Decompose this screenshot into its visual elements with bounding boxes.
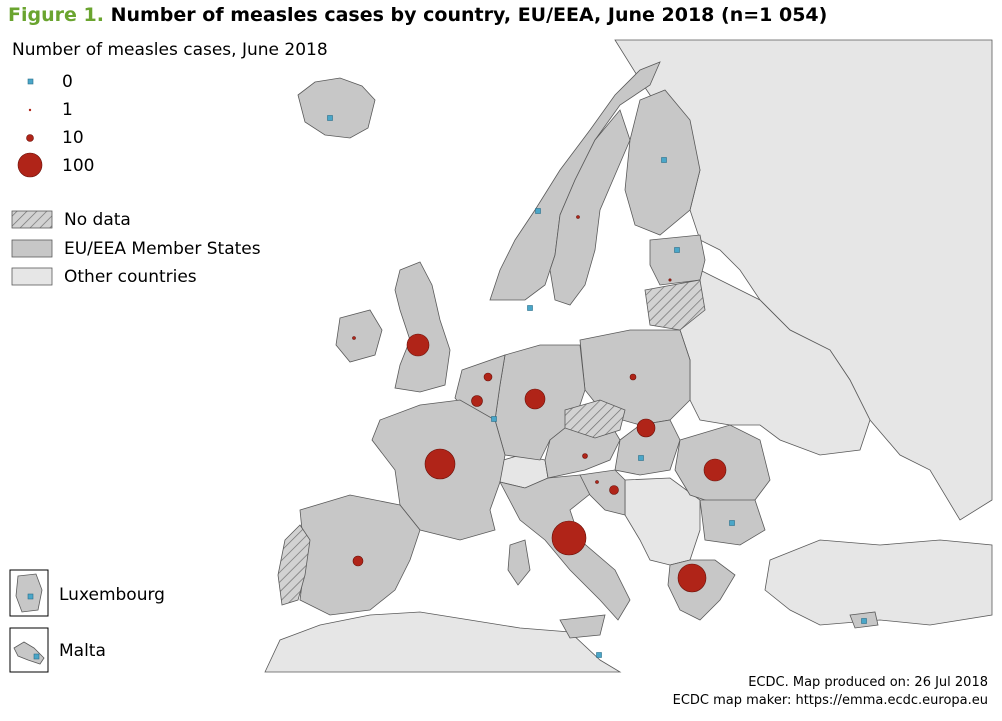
marker-latvia (668, 278, 672, 282)
country-lithuania-nodata (644, 279, 706, 331)
country-ireland (335, 309, 383, 363)
luxembourg-shape (15, 573, 43, 613)
country-croatia-slovenia (579, 469, 626, 516)
case-markers (327, 115, 867, 658)
marker-croatia (609, 485, 619, 495)
marker-italy (551, 520, 587, 556)
marker-slovenia (595, 480, 599, 484)
legend-title: Number of measles cases, June 2018 (12, 40, 328, 60)
marker-malta (596, 652, 602, 658)
marker-hungary (638, 455, 644, 461)
credit-map-maker: ECDC map maker: https://emma.ecdc.europa… (672, 693, 988, 708)
legend-eu-label: EU/EEA Member States (64, 239, 261, 259)
figure-title: Figure 1. Number of measles cases by cou… (8, 4, 827, 26)
marker-romania (703, 458, 727, 482)
marker-netherlands (483, 372, 493, 382)
marker-slovakia (636, 418, 656, 438)
luxembourg-zero-marker (27, 593, 34, 600)
marker-germany (524, 388, 546, 410)
marker-ireland (352, 336, 356, 340)
marker-luxembourg (491, 416, 497, 422)
marker-poland (629, 373, 637, 381)
credit-produced: ECDC. Map produced on: 26 Jul 2018 (748, 675, 988, 690)
legend-no-data-swatch (11, 210, 53, 229)
region-north-africa (264, 611, 622, 673)
legend-other-swatch (11, 267, 53, 286)
marker-greece (677, 563, 707, 593)
marker-iceland (327, 115, 333, 121)
country-sweden (549, 109, 631, 306)
legend-eu-swatch (11, 239, 53, 258)
country-baltics (649, 234, 706, 286)
legend-ten-symbol (26, 134, 34, 142)
marker-estonia (674, 247, 680, 253)
country-uk (394, 261, 451, 393)
marker-finland (661, 157, 667, 163)
legend-other-label: Other countries (64, 267, 197, 287)
legend-zero-symbol (27, 78, 34, 85)
legend-hundred-label: 100 (62, 156, 95, 176)
marker-norway (535, 208, 541, 214)
legend-zero-label: 0 (62, 72, 73, 92)
region-iceland (297, 77, 376, 139)
figure-title-text: Number of measles cases by country, EU/E… (110, 4, 828, 26)
country-spain (299, 494, 421, 616)
legend-symbols (11, 78, 53, 286)
inset-luxembourg (9, 569, 49, 617)
legend-one-symbol (28, 108, 32, 112)
inset-malta-label: Malta (59, 641, 106, 661)
legend: Number of measles cases, June 2018 (12, 40, 328, 60)
marker-uk (406, 333, 430, 357)
country-portugal-nodata (277, 524, 311, 606)
marker-sweden (576, 215, 580, 219)
legend-one-label: 1 (62, 100, 73, 120)
inset-malta (9, 627, 49, 673)
marker-belgium (471, 395, 483, 407)
country-sardinia (507, 539, 531, 586)
legend-hundred-symbol (17, 152, 43, 178)
inset-luxembourg-label: Luxembourg (59, 585, 165, 605)
marker-france (424, 448, 456, 480)
marker-austria (582, 453, 588, 459)
country-czechia-nodata (564, 399, 626, 439)
figure-number: Figure 1. (8, 4, 104, 26)
legend-no-data-label: No data (64, 210, 131, 230)
marker-bulgaria (729, 520, 735, 526)
marker-denmark (527, 305, 533, 311)
malta-zero-marker (33, 653, 40, 660)
region-turkey (764, 539, 993, 626)
marker-cyprus (861, 618, 867, 624)
marker-spain (352, 555, 364, 567)
no-data-countries (277, 279, 706, 606)
map-frame (264, 39, 993, 673)
legend-ten-label: 10 (62, 128, 84, 148)
country-sicily (559, 614, 606, 639)
